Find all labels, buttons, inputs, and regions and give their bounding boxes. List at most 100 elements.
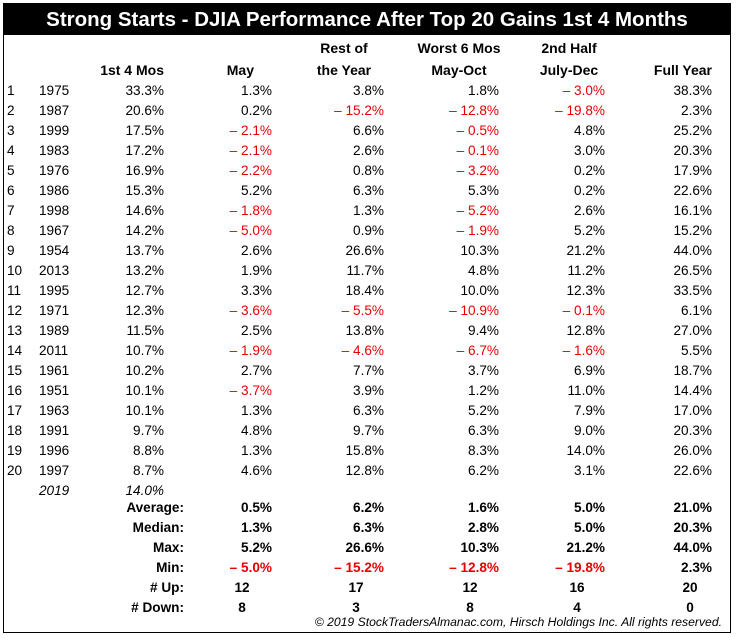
current-year: 2019 — [39, 483, 70, 498]
cell-may: – 1.8% — [229, 203, 272, 218]
cell-worst-6-mos: 6.2% — [468, 463, 499, 478]
cell-full-year: 27.0% — [673, 323, 712, 338]
cell-rest-of-year: – 5.5% — [341, 303, 384, 318]
row-index: 1 — [7, 83, 15, 98]
stats-row: Average: 0.5% 6.2% 1.6% 5.0% 21.0% — [4, 498, 730, 518]
cell-rest-of-year: 7.7% — [353, 363, 384, 378]
cell-worst-6-mos: – 3.2% — [456, 163, 499, 178]
cell-worst-6-mos: – 0.5% — [456, 123, 499, 138]
cell-full-year: 33.5% — [673, 283, 712, 298]
row-index: 3 — [7, 123, 15, 138]
row-index: 2 — [7, 103, 15, 118]
table-row: 20 1997 8.7% 4.6% 12.8% 6.2% 3.1% 22.6% — [4, 461, 730, 481]
cell-first4: 16.9% — [125, 163, 164, 178]
header-rest-line2: the Year — [316, 62, 372, 78]
cell-may: 1.3% — [241, 443, 272, 458]
header-first4: 1st 4 Mos — [100, 62, 164, 78]
cell-2nd-half: 0.2% — [574, 183, 605, 198]
cell-rest-of-year: 18.4% — [345, 283, 384, 298]
stat-worst-6-mos: – 12.8% — [449, 560, 499, 575]
row-index: 7 — [7, 203, 15, 218]
cell-2nd-half: 14.0% — [566, 443, 605, 458]
row-year: 1989 — [39, 323, 70, 338]
header-rest-line1: Rest of — [320, 40, 368, 56]
cell-worst-6-mos: 5.2% — [468, 403, 499, 418]
cell-rest-of-year: 6.3% — [353, 403, 384, 418]
cell-full-year: 18.7% — [673, 363, 712, 378]
cell-first4: 10.7% — [125, 343, 164, 358]
cell-first4: 14.2% — [125, 223, 164, 238]
cell-first4: 8.7% — [133, 463, 164, 478]
cell-first4: 17.2% — [125, 143, 164, 158]
cell-2nd-half: 3.0% — [574, 143, 605, 158]
stat-may: 8 — [238, 600, 246, 615]
cell-worst-6-mos: 4.8% — [468, 263, 499, 278]
stat-full-year: 2.3% — [681, 560, 712, 575]
cell-worst-6-mos: – 5.2% — [456, 203, 499, 218]
table-row: 1 1975 33.3% 1.3% 3.8% 1.8% – 3.0% 38.3% — [4, 81, 730, 101]
cell-worst-6-mos: 10.3% — [460, 243, 499, 258]
cell-worst-6-mos: 8.3% — [468, 443, 499, 458]
cell-2nd-half: 4.8% — [574, 123, 605, 138]
cell-2nd-half: 11.0% — [567, 383, 605, 398]
cell-full-year: 26.0% — [673, 443, 712, 458]
cell-rest-of-year: 2.6% — [353, 143, 384, 158]
row-year: 2013 — [39, 263, 70, 278]
stat-full-year: 21.0% — [673, 500, 712, 515]
table-row: 14 2011 10.7% – 1.9% – 4.6% – 6.7% – 1.6% 5.5% — [4, 341, 730, 361]
table-row: 5 1976 16.9% – 2.2% 0.8% – 3.2% 0.2% 17.9% — [4, 161, 730, 181]
cell-rest-of-year: 0.9% — [353, 223, 384, 238]
row-year: 1998 — [39, 203, 70, 218]
cell-full-year: 22.6% — [673, 183, 712, 198]
table-row: 17 1963 10.1% 1.3% 6.3% 5.2% 7.9% 17.0% — [4, 401, 730, 421]
cell-2nd-half: 9.0% — [574, 423, 605, 438]
cell-may: 5.2% — [241, 183, 272, 198]
cell-may: 4.8% — [241, 423, 272, 438]
cell-full-year: 17.0% — [673, 403, 712, 418]
cell-2nd-half: – 0.1% — [562, 303, 605, 318]
cell-worst-6-mos: 6.3% — [468, 423, 499, 438]
cell-rest-of-year: 3.9% — [353, 383, 384, 398]
stats-row: # Up: 12 17 12 16 20 — [4, 578, 730, 598]
stat-may: – 5.0% — [229, 560, 272, 575]
row-year: 1976 — [39, 163, 70, 178]
cell-full-year: 15.2% — [673, 223, 712, 238]
cell-first4: 33.3% — [125, 83, 164, 98]
cell-2nd-half: 6.9% — [574, 363, 605, 378]
stat-2nd-half: 4 — [573, 600, 581, 615]
cell-worst-6-mos: 1.2% — [468, 383, 499, 398]
cell-worst-6-mos: 5.3% — [468, 183, 499, 198]
cell-may: – 3.6% — [229, 303, 272, 318]
row-year: 1986 — [39, 183, 70, 198]
cell-full-year: 14.4% — [673, 383, 712, 398]
row-year: 1954 — [39, 243, 70, 258]
table-row: 8 1967 14.2% – 5.0% 0.9% – 1.9% 5.2% 15.2% — [4, 221, 730, 241]
cell-may: 2.7% — [241, 363, 272, 378]
table-row: 3 1999 17.5% – 2.1% 6.6% – 0.5% 4.8% 25.2% — [4, 121, 730, 141]
stat-rest-of-year: 3 — [352, 600, 360, 615]
stat-rest-of-year: 6.2% — [353, 500, 384, 515]
cell-full-year: 6.1% — [681, 303, 712, 318]
stat-label: Max: — [153, 540, 184, 555]
stat-worst-6-mos: 2.8% — [468, 520, 499, 535]
stats-row: Min: – 5.0% – 15.2% – 12.8% – 19.8% 2.3% — [4, 558, 730, 578]
stat-may: 12 — [234, 580, 250, 595]
row-year: 1995 — [39, 283, 70, 298]
row-index: 6 — [7, 183, 15, 198]
row-index: 13 — [7, 323, 23, 338]
row-index: 19 — [7, 443, 23, 458]
row-index: 17 — [7, 403, 23, 418]
stat-2nd-half: 5.0% — [574, 500, 605, 515]
stat-2nd-half: 21.2% — [566, 540, 605, 555]
cell-2nd-half: 3.1% — [574, 463, 605, 478]
table-row: 7 1998 14.6% – 1.8% 1.3% – 5.2% 2.6% 16.1% — [4, 201, 730, 221]
cell-rest-of-year: 6.3% — [353, 183, 384, 198]
cell-first4: 9.7% — [133, 423, 164, 438]
row-index: 18 — [7, 423, 23, 438]
stat-label: Average: — [126, 500, 184, 515]
cell-may: – 2.2% — [229, 163, 272, 178]
cell-first4: 10.2% — [125, 363, 164, 378]
cell-worst-6-mos: – 10.9% — [449, 303, 499, 318]
cell-rest-of-year: 26.6% — [345, 243, 384, 258]
cell-first4: 8.8% — [133, 443, 164, 458]
